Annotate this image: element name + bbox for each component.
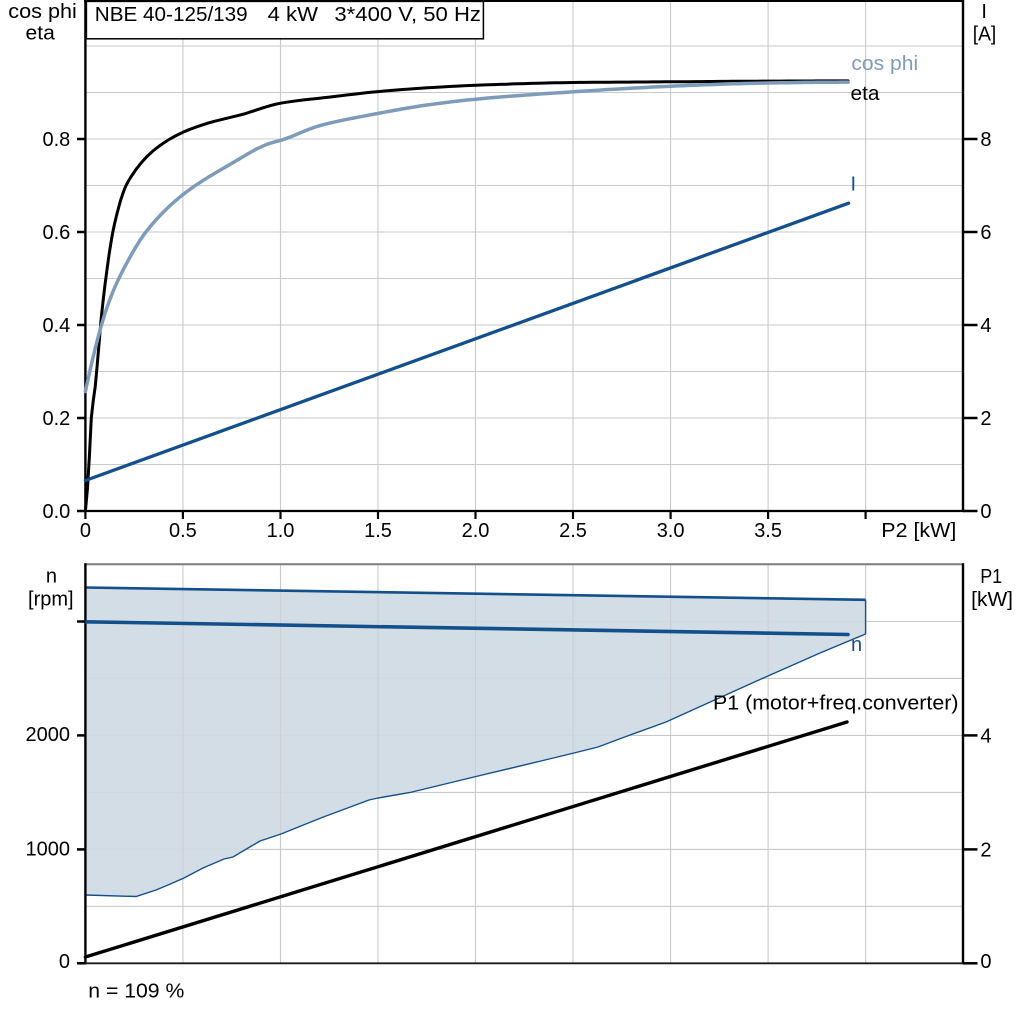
svg-text:[A]: [A]	[973, 23, 997, 45]
svg-text:6: 6	[980, 222, 991, 244]
svg-text:4: 4	[980, 725, 991, 747]
svg-text:n = 109 %: n = 109 %	[88, 981, 184, 1003]
svg-text:n: n	[46, 565, 57, 587]
svg-text:[kW]: [kW]	[971, 589, 1013, 611]
svg-text:n: n	[851, 634, 862, 656]
svg-text:2: 2	[980, 839, 991, 861]
svg-text:0.4: 0.4	[42, 315, 70, 337]
svg-text:eta: eta	[851, 83, 881, 105]
svg-text:0.2: 0.2	[42, 408, 70, 430]
svg-text:NBE 40-125/139: NBE 40-125/139	[95, 4, 248, 26]
svg-text:3.5: 3.5	[754, 520, 782, 542]
svg-text:P1: P1	[980, 566, 1002, 588]
svg-text:2.5: 2.5	[559, 520, 587, 542]
svg-text:0.0: 0.0	[42, 501, 70, 523]
svg-text:4 kW: 4 kW	[268, 4, 319, 26]
svg-text:0.6: 0.6	[42, 222, 70, 244]
svg-text:0: 0	[980, 951, 991, 973]
svg-text:0: 0	[980, 501, 991, 523]
svg-text:2000: 2000	[26, 724, 71, 746]
svg-text:0: 0	[80, 520, 91, 542]
svg-text:1.5: 1.5	[364, 520, 392, 542]
svg-text:8: 8	[980, 129, 991, 151]
svg-text:3*400 V, 50 Hz: 3*400 V, 50 Hz	[334, 4, 481, 26]
svg-text:P2 [kW]: P2 [kW]	[881, 520, 956, 542]
svg-text:I: I	[851, 174, 857, 196]
svg-text:0.8: 0.8	[42, 129, 70, 151]
svg-text:cos phi: cos phi	[851, 53, 918, 75]
svg-text:1000: 1000	[26, 839, 71, 861]
svg-text:1.0: 1.0	[267, 520, 295, 542]
svg-text:2: 2	[980, 408, 991, 430]
svg-text:cos phi: cos phi	[8, 1, 77, 23]
svg-text:3.0: 3.0	[657, 520, 685, 542]
svg-text:eta: eta	[26, 23, 56, 45]
svg-text:0: 0	[59, 951, 70, 973]
svg-text:I: I	[981, 1, 987, 23]
svg-text:2.0: 2.0	[462, 520, 490, 542]
svg-text:4: 4	[980, 315, 991, 337]
svg-text:[rpm]: [rpm]	[28, 588, 74, 610]
svg-text:P1 (motor+freq.converter): P1 (motor+freq.converter)	[713, 693, 959, 715]
svg-text:0.5: 0.5	[169, 520, 197, 542]
